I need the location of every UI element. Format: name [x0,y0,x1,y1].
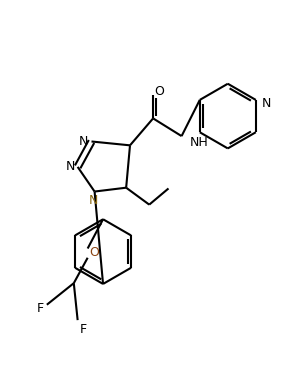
Text: F: F [37,302,44,315]
Text: N: N [88,194,98,207]
Text: N: N [262,97,271,110]
Text: N: N [79,135,88,148]
Text: O: O [154,85,164,98]
Text: O: O [89,246,99,259]
Text: NH: NH [189,136,208,149]
Text: N: N [65,160,75,173]
Text: F: F [80,323,87,336]
